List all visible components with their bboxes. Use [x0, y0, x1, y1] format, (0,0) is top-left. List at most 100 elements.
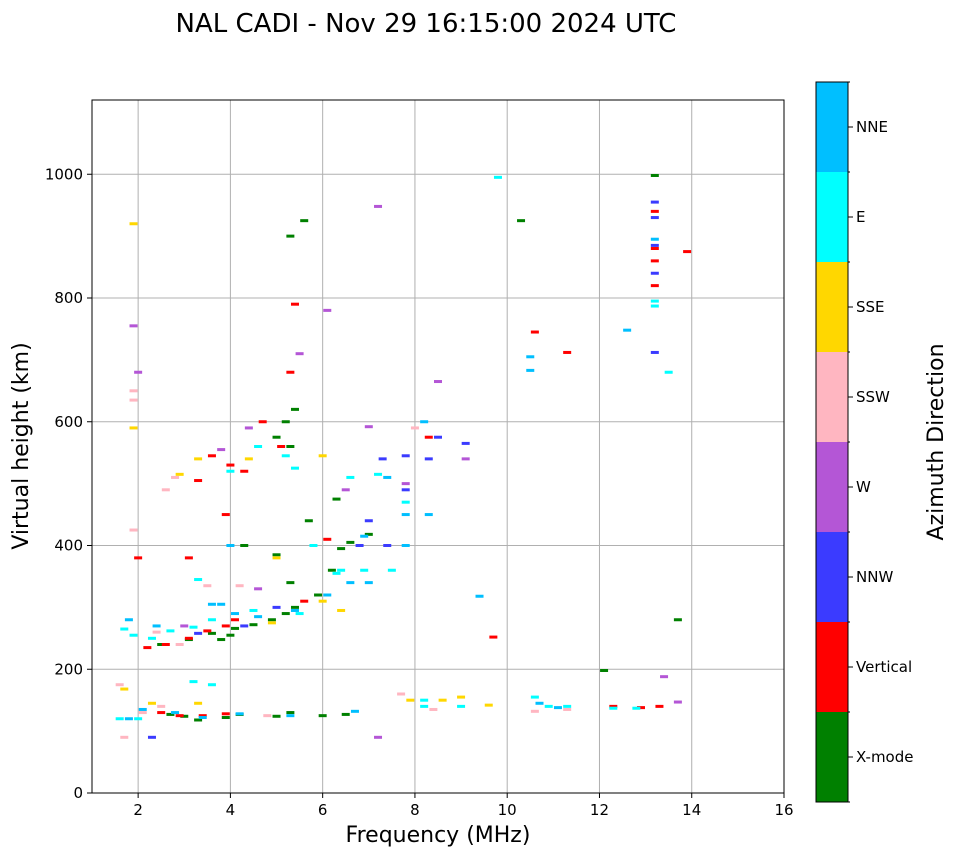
data-point — [438, 698, 447, 702]
data-point — [655, 704, 664, 708]
data-point — [397, 692, 406, 696]
data-point — [226, 463, 235, 467]
colorbar-label: NNE — [856, 118, 888, 136]
data-point — [240, 624, 249, 628]
data-point — [346, 540, 355, 544]
data-point — [290, 466, 299, 470]
colorbar-segment — [816, 82, 848, 172]
data-point — [129, 389, 138, 393]
data-point — [226, 544, 235, 547]
y-tick-label: 800 — [54, 289, 83, 307]
data-point — [198, 716, 207, 720]
series-vertical — [134, 209, 692, 718]
data-point — [337, 608, 346, 612]
data-point — [650, 209, 659, 213]
data-point — [420, 704, 429, 708]
data-point — [300, 219, 309, 223]
data-point — [563, 707, 572, 711]
data-point — [650, 247, 659, 250]
data-point — [664, 370, 673, 374]
data-point — [650, 284, 659, 288]
data-point — [272, 605, 281, 609]
data-point — [161, 643, 170, 646]
colorbar-segment — [816, 172, 848, 262]
data-point — [309, 544, 318, 547]
data-point — [207, 631, 216, 635]
data-point — [673, 700, 682, 704]
data-point — [364, 532, 373, 536]
x-tick-label: 16 — [774, 801, 793, 819]
data-point — [254, 587, 263, 591]
data-point — [207, 454, 216, 458]
data-point — [286, 714, 295, 718]
data-point — [281, 612, 290, 616]
data-point — [189, 680, 198, 684]
data-point — [526, 355, 535, 359]
data-point — [226, 469, 235, 473]
data-point — [152, 630, 161, 634]
data-point — [147, 636, 156, 640]
data-point — [530, 709, 539, 713]
colorbar-segment — [816, 532, 848, 622]
data-point — [129, 633, 138, 637]
data-point — [115, 717, 124, 721]
data-point — [563, 350, 572, 354]
data-point — [217, 602, 226, 606]
data-point — [175, 714, 184, 718]
data-point — [161, 488, 170, 492]
data-point — [609, 706, 618, 710]
data-point — [360, 534, 369, 538]
data-point — [171, 475, 180, 479]
data-point — [138, 711, 147, 715]
colorbar-segment — [816, 712, 848, 802]
data-points — [115, 173, 692, 739]
data-point — [553, 706, 562, 710]
data-point — [277, 445, 286, 448]
data-point — [374, 735, 383, 739]
series-nne — [124, 237, 659, 721]
data-point — [636, 706, 645, 710]
data-point — [650, 271, 659, 275]
colorbar-label: SSE — [856, 298, 885, 316]
data-point — [364, 425, 373, 429]
x-tick-label: 8 — [410, 801, 420, 819]
data-point — [493, 175, 502, 179]
data-point — [290, 302, 299, 306]
data-point — [650, 299, 659, 303]
x-tick-label: 4 — [226, 801, 236, 819]
data-point — [203, 629, 212, 633]
x-tick-label: 6 — [318, 801, 328, 819]
data-point — [650, 243, 659, 247]
data-point — [207, 618, 216, 622]
data-point — [281, 420, 290, 424]
data-point — [267, 621, 276, 625]
data-point — [290, 608, 299, 612]
data-point — [157, 704, 166, 708]
data-point — [461, 441, 470, 445]
series-nnw — [147, 200, 659, 739]
data-point — [650, 350, 659, 354]
data-point — [254, 445, 263, 448]
data-point — [489, 635, 498, 639]
data-point — [194, 631, 203, 635]
data-point — [147, 701, 156, 705]
x-tick-label: 12 — [590, 801, 609, 819]
data-point — [231, 618, 240, 622]
data-point — [295, 352, 304, 356]
data-point — [632, 706, 641, 710]
data-point — [124, 717, 133, 721]
data-point — [198, 714, 207, 718]
data-point — [221, 716, 230, 720]
data-point — [401, 513, 410, 517]
data-point — [124, 618, 133, 622]
data-point — [346, 581, 355, 585]
data-point — [424, 435, 433, 439]
data-point — [244, 457, 253, 461]
data-point — [290, 407, 299, 411]
data-point — [134, 717, 143, 721]
data-point — [120, 627, 129, 631]
data-point — [332, 497, 341, 501]
data-point — [323, 593, 332, 597]
data-point — [129, 324, 138, 328]
data-point — [401, 544, 410, 547]
